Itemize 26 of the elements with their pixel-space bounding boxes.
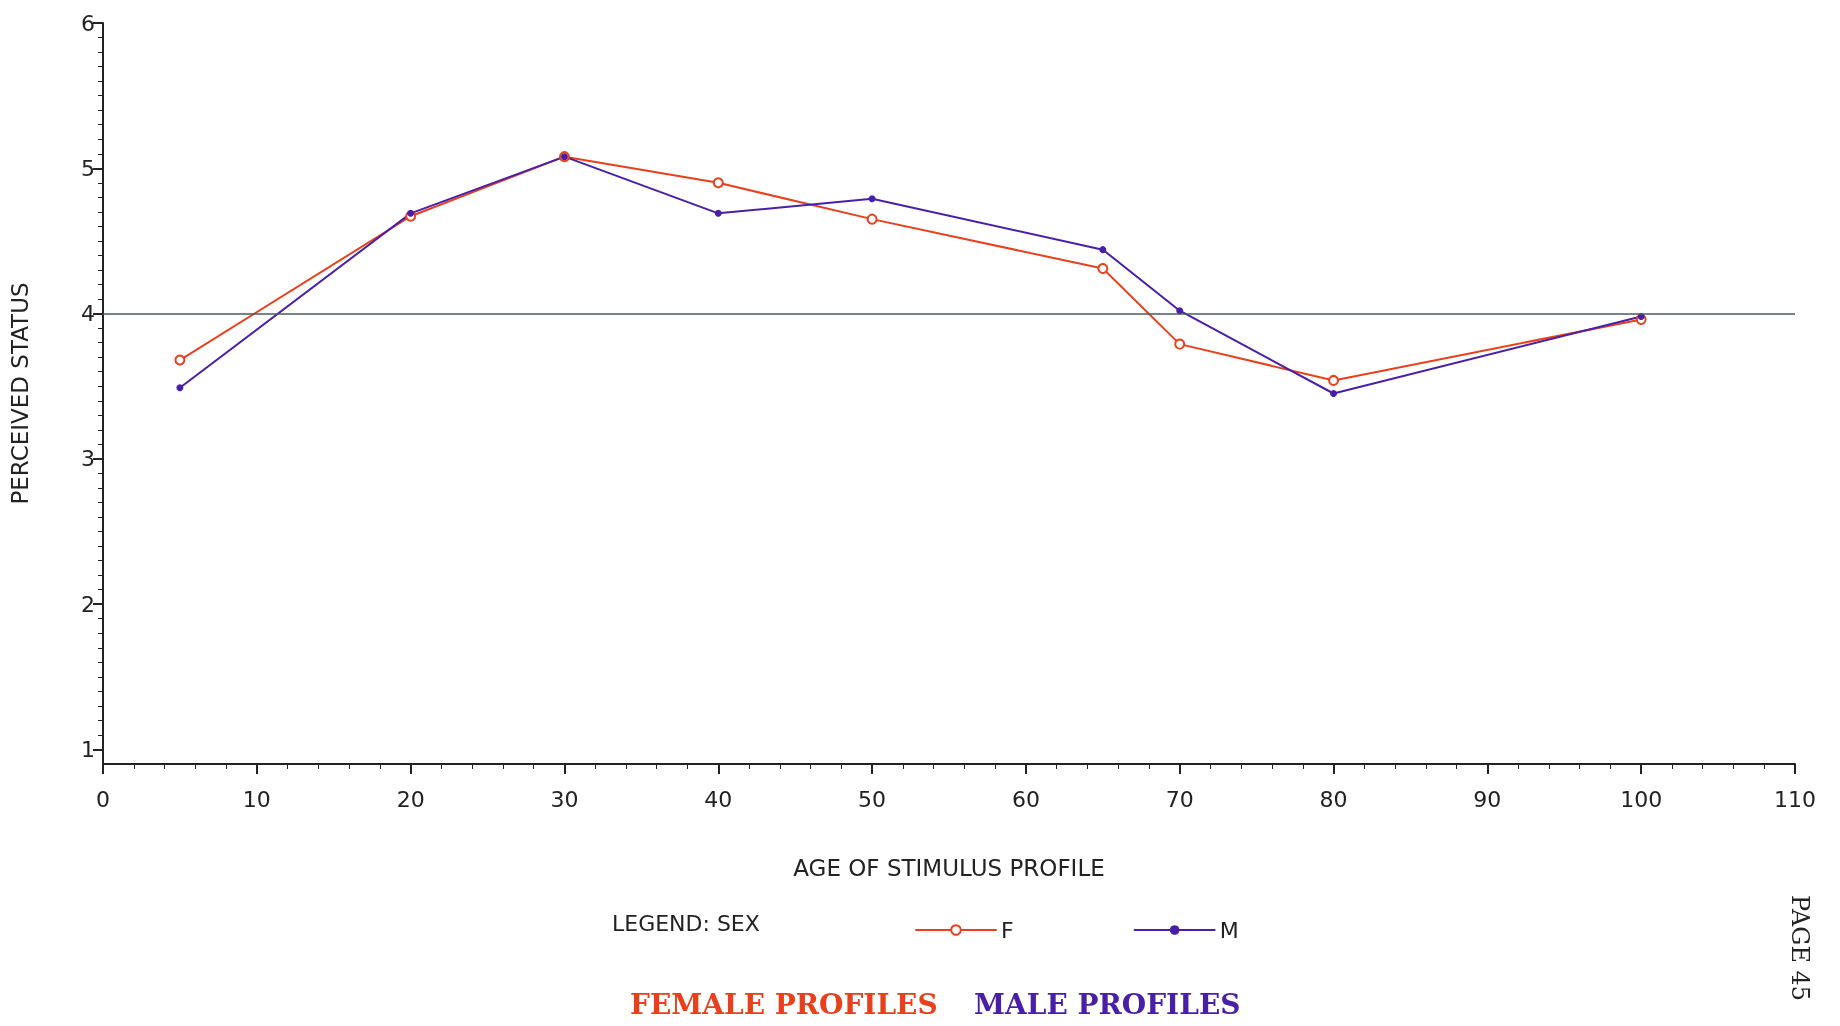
- y-tick-label: 1: [81, 736, 95, 762]
- y-tick-label: 5: [81, 155, 95, 181]
- y-axis-title: PERCEIVED STATUS: [6, 282, 33, 505]
- x-tick-label: 10: [242, 786, 271, 812]
- x-tick-label: 110: [1774, 786, 1816, 812]
- text: PAGE 45: [1786, 895, 1814, 1002]
- x-tick-label: 0: [96, 786, 110, 812]
- y-tick-label: 4: [81, 301, 95, 327]
- x-tick-label: 70: [1165, 786, 1194, 812]
- x-tick-label: 90: [1473, 786, 1502, 812]
- x-tick-label: 30: [550, 786, 579, 812]
- x-tick-label: 40: [704, 786, 733, 812]
- legend-title: LEGEND: SEX: [612, 910, 760, 936]
- text: MALE PROFILES: [974, 987, 1241, 1021]
- y-tick-label: 2: [81, 591, 95, 617]
- x-tick-label: 60: [1011, 786, 1040, 812]
- legend-label: M: [1219, 917, 1239, 943]
- x-tick-label: 80: [1319, 786, 1348, 812]
- y-tick-label: 6: [81, 10, 95, 36]
- y-tick-label: 3: [81, 446, 95, 472]
- x-axis-title: AGE OF STIMULUS PROFILE: [793, 854, 1105, 881]
- text: FEMALE PROFILES: [630, 987, 938, 1021]
- x-tick-label: 100: [1620, 786, 1663, 812]
- legend-label: F: [1001, 917, 1014, 943]
- x-tick-label: 20: [396, 786, 425, 812]
- x-tick-label: 50: [858, 786, 887, 812]
